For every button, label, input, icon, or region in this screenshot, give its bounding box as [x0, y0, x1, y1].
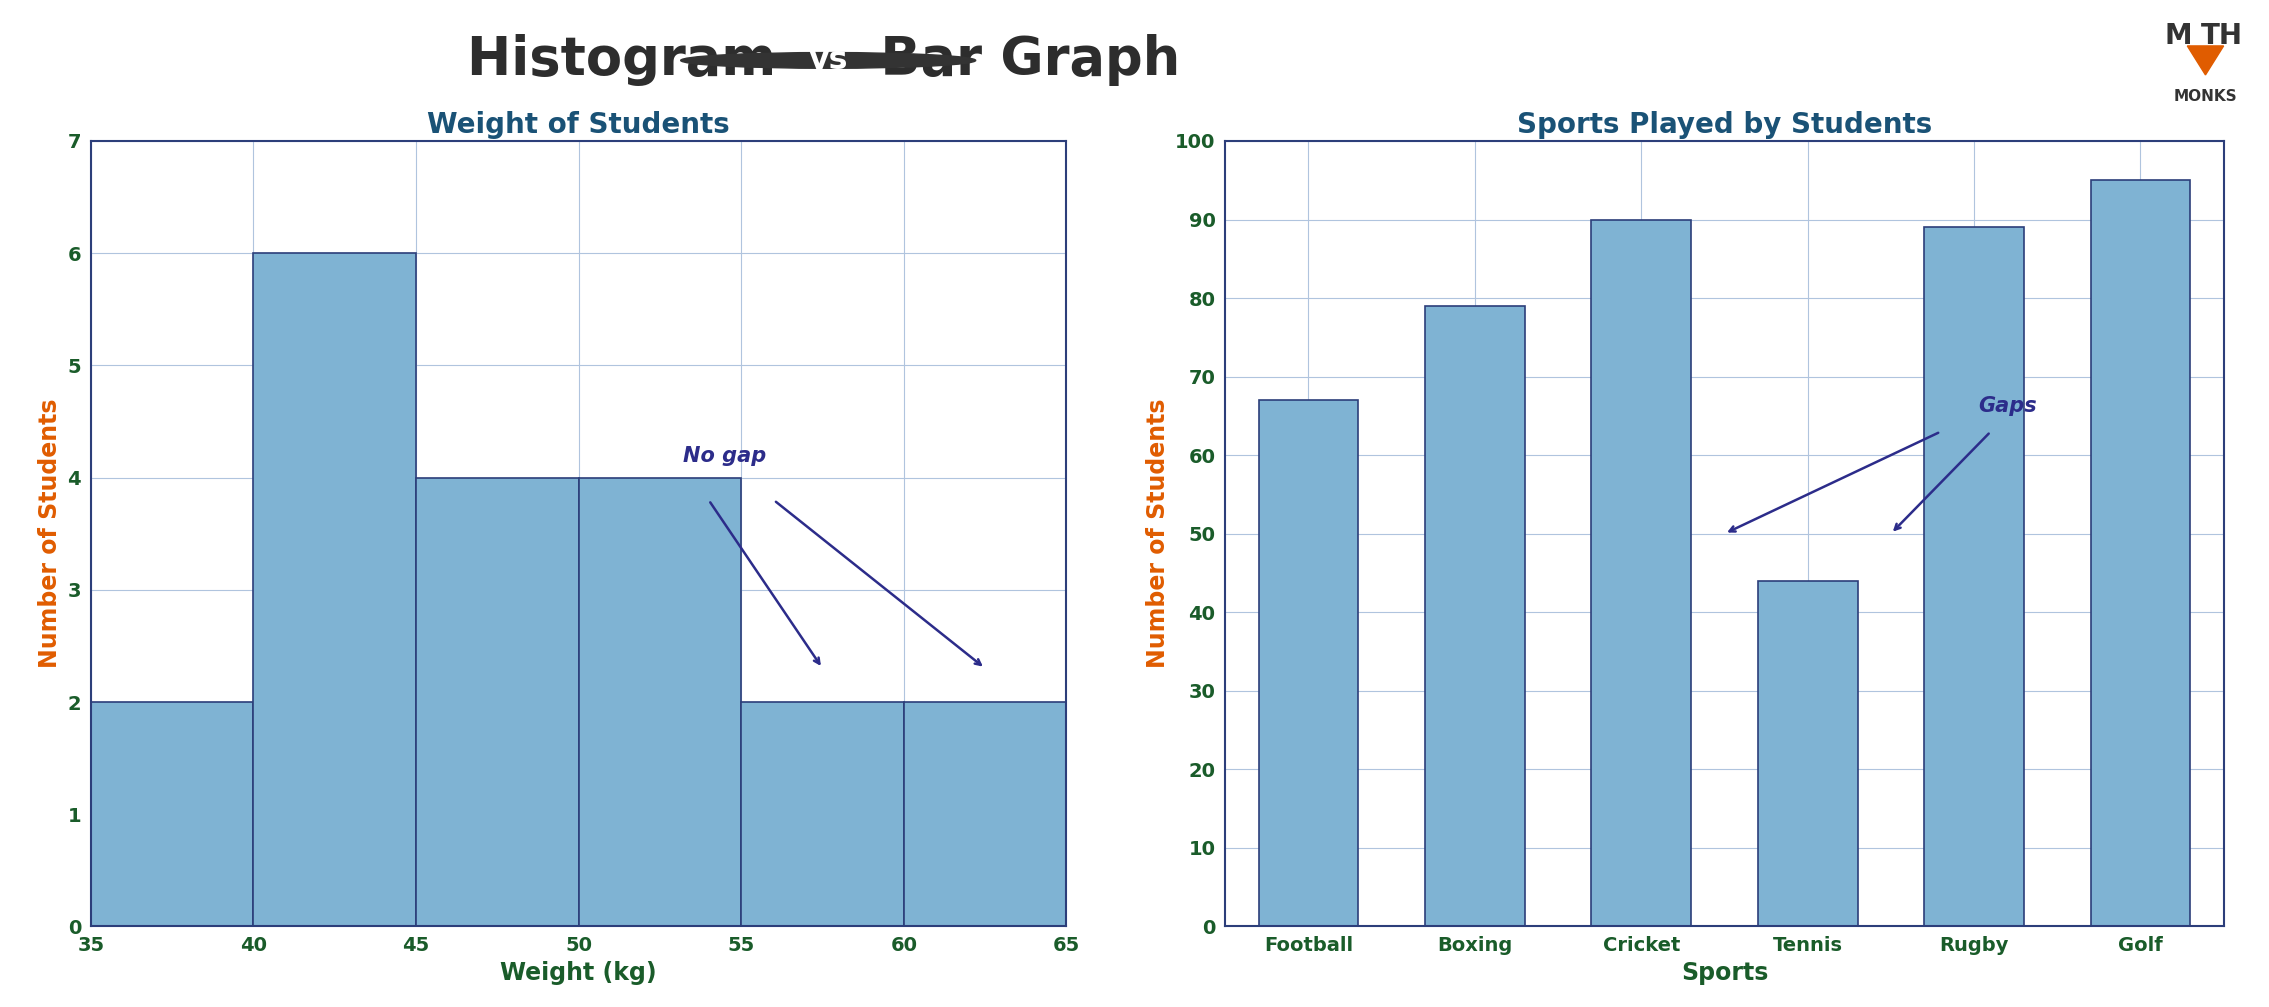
Bar	[2090, 180, 2190, 926]
X-axis label: Weight (kg): Weight (kg)	[499, 961, 658, 985]
Text: Gaps: Gaps	[1979, 396, 2038, 416]
Text: Histogram: Histogram	[467, 34, 794, 87]
Y-axis label: Number of Students: Number of Students	[39, 399, 61, 669]
Bar	[91, 702, 254, 926]
Bar	[1924, 228, 2024, 926]
Text: TH: TH	[2201, 22, 2244, 50]
Bar	[903, 702, 1066, 926]
Bar	[415, 477, 579, 926]
Bar	[254, 253, 415, 926]
Text: MONKS: MONKS	[2174, 90, 2237, 104]
Bar	[1259, 400, 1359, 926]
Title: Weight of Students: Weight of Students	[427, 111, 731, 139]
Text: vs: vs	[808, 45, 849, 76]
Bar	[1425, 306, 1525, 926]
Title: Sports Played by Students: Sports Played by Students	[1516, 111, 1933, 139]
Text: No gap: No gap	[683, 446, 767, 466]
Y-axis label: Number of Students: Number of Students	[1146, 399, 1169, 669]
Bar	[1758, 581, 1858, 926]
X-axis label: Sports: Sports	[1681, 961, 1768, 985]
Polygon shape	[2187, 46, 2224, 75]
Bar	[742, 702, 903, 926]
Text: Bar Graph: Bar Graph	[862, 34, 1180, 87]
Circle shape	[681, 52, 976, 68]
Text: M: M	[2165, 22, 2192, 50]
Bar	[579, 477, 742, 926]
Bar	[1591, 220, 1690, 926]
